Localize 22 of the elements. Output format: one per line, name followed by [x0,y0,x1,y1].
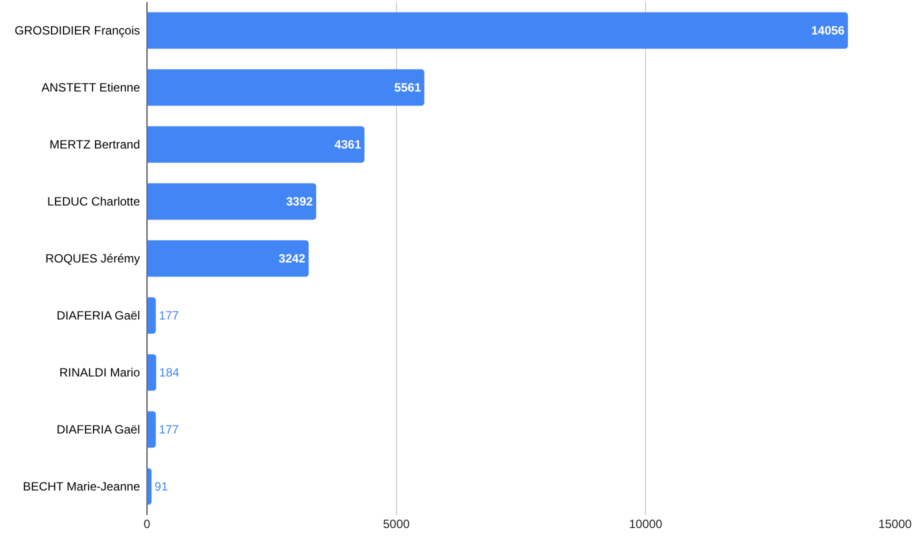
data-label: 177 [158,422,180,436]
bar [147,126,364,163]
data-label: 177 [158,308,180,322]
x-tick-label: 10000 [628,517,663,531]
bar [147,183,316,220]
data-label: 91 [154,480,168,494]
x-tick-label: 15000 [878,517,912,531]
bar [147,468,152,505]
data-label: 3242 [278,252,306,266]
bar [147,411,156,448]
bar [147,12,848,49]
data-label: 184 [159,366,180,380]
data-label: 5561 [394,80,422,94]
data-label: 14056 [811,24,845,38]
x-tick-label: 0 [144,517,151,531]
x-tick-label: 5000 [382,517,410,531]
data-label: 3392 [286,194,314,208]
bar [147,354,156,391]
data-label: 4361 [334,138,362,152]
bar [147,297,156,334]
bar [147,240,309,277]
bar [147,69,424,106]
